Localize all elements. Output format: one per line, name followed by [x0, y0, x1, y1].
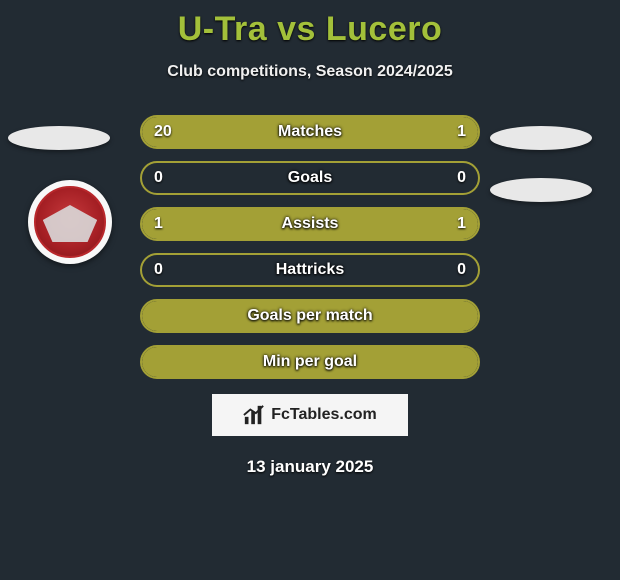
stat-row: Goals per match	[140, 299, 480, 333]
chart-bars-icon	[243, 404, 265, 426]
stat-row: 00Goals	[140, 161, 480, 195]
stat-label: Assists	[142, 209, 478, 239]
page-title: U-Tra vs Lucero	[0, 0, 620, 49]
crest-icon	[34, 186, 106, 258]
stat-label: Goals per match	[142, 301, 478, 331]
stat-label: Hattricks	[142, 255, 478, 285]
stats-panel: 201Matches 00Goals 11Assists 00Hattricks Goa…	[140, 115, 480, 379]
stat-row: 201Matches	[140, 115, 480, 149]
team-right-oval-1	[490, 126, 592, 150]
page-subtitle: Club competitions, Season 2024/2025	[0, 63, 620, 81]
stat-row: Min per goal	[140, 345, 480, 379]
stat-row: 11Assists	[140, 207, 480, 241]
team-right-oval-2	[490, 178, 592, 202]
attribution-text: FcTables.com	[271, 406, 377, 424]
attribution-badge[interactable]: FcTables.com	[211, 393, 409, 437]
team-left-oval	[8, 126, 110, 150]
stat-label: Goals	[142, 163, 478, 193]
stat-label: Matches	[142, 117, 478, 147]
stat-row: 00Hattricks	[140, 253, 480, 287]
stat-label: Min per goal	[142, 347, 478, 377]
page-date: 13 january 2025	[0, 457, 620, 477]
team-left-crest	[28, 180, 112, 264]
